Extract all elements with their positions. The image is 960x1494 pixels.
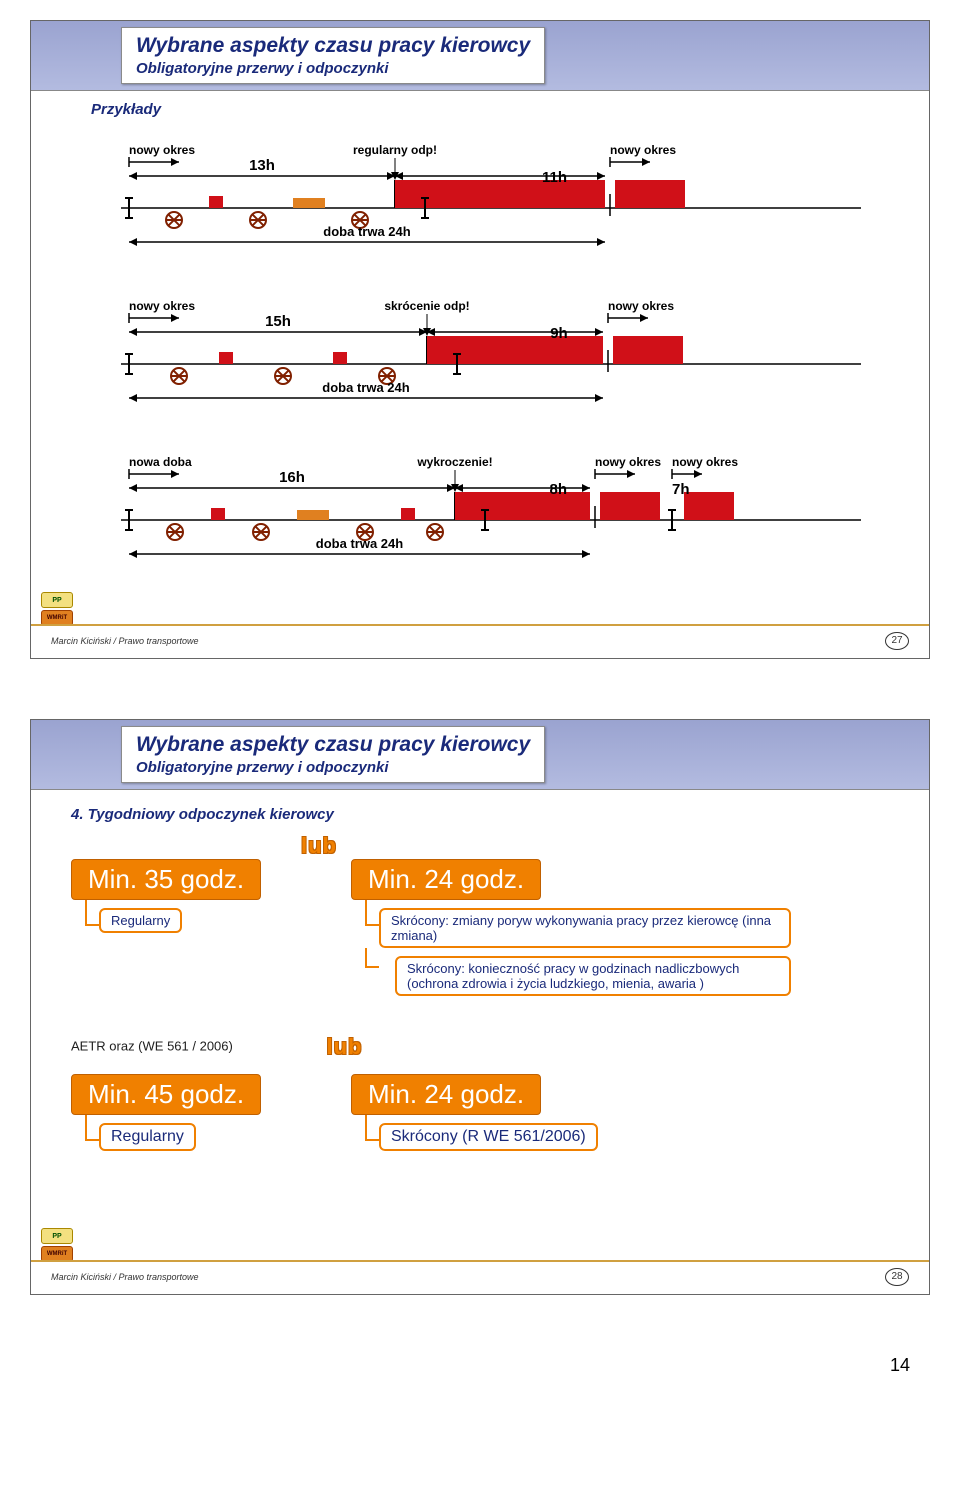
pill-min24b: Min. 24 godz.: [351, 1074, 541, 1115]
pill-min24a: Min. 24 godz.: [351, 859, 541, 900]
timeline-3: nowa doba wykroczenie! nowy okres 7h nowy…: [111, 448, 871, 578]
sub-regular-2: Regularny: [99, 1123, 196, 1151]
svg-text:doba trwa 24h: doba trwa 24h: [316, 536, 403, 551]
slide-2-body: 4. Tygodniowy odpoczynek kierowcy lub Mi…: [31, 790, 929, 1260]
pill-min45: Min. 45 godz.: [71, 1074, 261, 1115]
svg-text:8h: 8h: [550, 481, 568, 498]
logo-icon-2: PP WMRiT: [41, 1228, 73, 1260]
sub-shortened-2: Skrócony: konieczność pracy w godzinach …: [395, 956, 791, 996]
svg-text:wykroczenie!: wykroczenie!: [416, 455, 492, 469]
footer-text: Marcin Kiciński / Prawo transportowe: [51, 636, 199, 646]
svg-text:7h: 7h: [672, 481, 690, 498]
slide-2-footer: Marcin Kiciński / Prawo transportowe 28: [31, 1260, 929, 1294]
svg-text:nowy okres: nowy okres: [595, 455, 661, 469]
slide-1-subtitle: Obligatoryjne przerwy i odpoczynki: [136, 60, 530, 77]
slide-1-header: Wybrane aspekty czasu pracy kierowcy Obl…: [31, 21, 929, 91]
timeline-block-1: nowy okres regularny odp! nowy okres 13h…: [111, 136, 849, 266]
row2: Min. 45 godz. Regularny Min. 24 godz. Sk…: [71, 1074, 889, 1155]
svg-text:nowy okres: nowy okres: [608, 299, 674, 313]
aetr-text: AETR oraz (WE 561 / 2006): [71, 1038, 233, 1053]
timeline-1: nowy okres regularny odp! nowy okres 13h…: [111, 136, 871, 266]
sub-shortened-3: Skrócony (R WE 561/2006): [379, 1123, 598, 1151]
lub-label-1: lub: [301, 833, 337, 859]
slide-2-header: Wybrane aspekty czasu pracy kierowcy Obl…: [31, 720, 929, 790]
title-box: Wybrane aspekty czasu pracy kierowcy Obl…: [121, 27, 545, 84]
logo-icon: PP WMRiT: [41, 592, 73, 624]
svg-text:doba trwa 24h: doba trwa 24h: [322, 380, 409, 395]
slide-1-title: Wybrane aspekty czasu pracy kierowcy: [136, 34, 530, 58]
pill-min35: Min. 35 godz.: [71, 859, 261, 900]
row2-right-col: Min. 24 godz. Skrócony (R WE 561/2006): [351, 1074, 791, 1155]
row1: Min. 35 godz. Regularny Min. 24 godz. Sk…: [71, 859, 889, 1000]
slide-1-footer: Marcin Kiciński / Prawo transportowe 27: [31, 624, 929, 658]
svg-text:nowy okres: nowy okres: [129, 143, 195, 157]
timelines-container: nowy okres regularny odp! nowy okres 13h…: [51, 136, 909, 578]
row1-left-col: Min. 35 godz. Regularny: [71, 859, 331, 937]
examples-label: Przykłady: [91, 101, 909, 118]
slide-2-title: Wybrane aspekty czasu pracy kierowcy: [136, 733, 530, 757]
svg-text:nowa doba: nowa doba: [129, 455, 192, 469]
section-title: 4. Tygodniowy odpoczynek kierowcy: [71, 806, 909, 823]
timeline-block-2: nowy okres skrócenie odp! nowy okres 15h…: [111, 292, 849, 422]
svg-text:nowy okres: nowy okres: [610, 143, 676, 157]
doc-page-number: 14: [20, 1355, 940, 1376]
svg-text:16h: 16h: [279, 469, 305, 486]
page-number-2: 28: [885, 1268, 909, 1286]
lub-label-2: lub: [326, 1034, 362, 1060]
svg-text:skrócenie odp!: skrócenie odp!: [384, 299, 469, 313]
svg-text:13h: 13h: [249, 157, 275, 174]
slide-2: Wybrane aspekty czasu pracy kierowcy Obl…: [30, 719, 930, 1295]
footer-text-2: Marcin Kiciński / Prawo transportowe: [51, 1272, 199, 1282]
slide-2-subtitle: Obligatoryjne przerwy i odpoczynki: [136, 759, 530, 776]
row2-left-col: Min. 45 godz. Regularny: [71, 1074, 331, 1155]
timeline-block-3: nowa doba wykroczenie! nowy okres 7h nowy…: [111, 448, 849, 578]
aetr-label: AETR oraz (WE 561 / 2006) lub: [71, 1034, 909, 1060]
row1-right-col: Min. 24 godz. Skrócony: zmiany poryw wyk…: [351, 859, 791, 1000]
svg-text:regularny odp!: regularny odp!: [353, 143, 437, 157]
sub-regular-1: Regularny: [99, 908, 182, 933]
svg-text:nowy okres: nowy okres: [672, 455, 738, 469]
timeline-2: nowy okres skrócenie odp! nowy okres 15h…: [111, 292, 871, 422]
slide-1-body: Przykłady nowy okres regularny odp! nowy…: [31, 91, 929, 624]
slide-1: Wybrane aspekty czasu pracy kierowcy Obl…: [30, 20, 930, 659]
page-number: 27: [885, 632, 909, 650]
svg-text:doba trwa 24h: doba trwa 24h: [323, 224, 410, 239]
svg-text:11h: 11h: [542, 169, 567, 186]
svg-text:9h: 9h: [550, 325, 568, 342]
svg-text:15h: 15h: [265, 313, 291, 330]
svg-text:nowy okres: nowy okres: [129, 299, 195, 313]
title-box-2: Wybrane aspekty czasu pracy kierowcy Obl…: [121, 726, 545, 783]
sub-shortened-1: Skrócony: zmiany poryw wykonywania pracy…: [379, 908, 791, 948]
